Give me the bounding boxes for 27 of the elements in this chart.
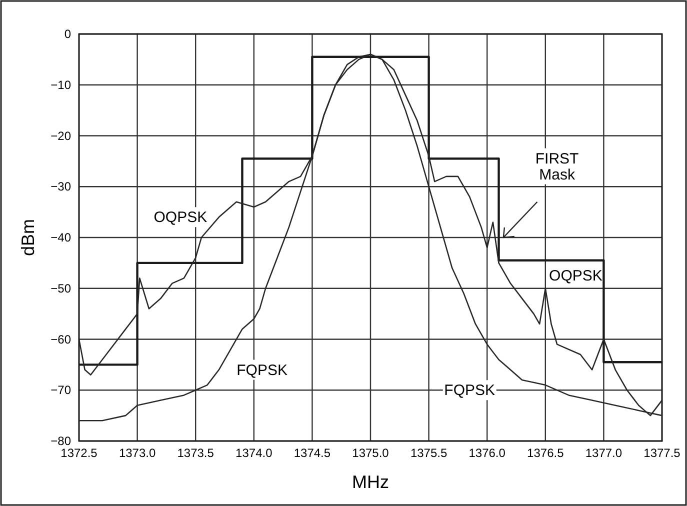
- x-tick-label: 1377.0: [585, 446, 622, 460]
- x-tick-label: 1373.0: [118, 446, 156, 460]
- y-tick-label: −30: [50, 180, 72, 194]
- annotation: FIRST Mask: [535, 150, 579, 184]
- x-axis-title: MHz: [352, 472, 389, 492]
- x-tick-label: 1374.5: [294, 446, 331, 460]
- y-tick-label: −10: [50, 78, 72, 92]
- x-tick-label: 1376.0: [468, 446, 506, 460]
- annotation: FQPSK: [236, 362, 288, 379]
- y-tick-label: −40: [50, 230, 72, 244]
- annotation: OQPSK: [154, 209, 208, 226]
- y-tick-label: −60: [50, 332, 72, 346]
- annotation: OQPSK: [549, 268, 602, 285]
- x-tick-label: 1377.5: [644, 446, 681, 460]
- y-axis-title: dBm: [18, 218, 38, 256]
- y-tick-label: −20: [50, 128, 72, 143]
- x-tick-label: 1374.0: [236, 446, 273, 460]
- x-tick-label: 1375.0: [352, 446, 390, 460]
- x-tick-label: 1373.5: [177, 446, 214, 460]
- x-tick-label: 1375.5: [410, 446, 448, 460]
- y-tick-label: −80: [50, 434, 72, 448]
- annotation: FQPSK: [444, 382, 496, 400]
- y-tick-label: −50: [50, 281, 72, 296]
- y-tick-label: −70: [50, 383, 72, 398]
- y-tick-label: 0: [64, 27, 72, 41]
- x-tick-label: 1376.5: [527, 446, 564, 460]
- x-tick-label: 1372.5: [60, 446, 98, 460]
